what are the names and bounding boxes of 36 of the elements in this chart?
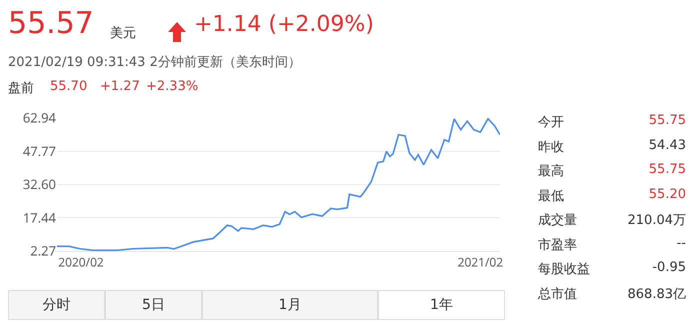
text: 55.20 [648,186,686,202]
text: 868.83亿 [628,286,686,302]
text: 总市值 [538,286,577,302]
text: 2021/02/19 09:31:43 2分钟前更新（美东时间） [8,54,301,71]
text: 55.75 [648,113,686,128]
y-tick-label: 62.94 [22,108,57,127]
text: 5日 [105,290,202,320]
y-tick-label: 2.27 [30,242,56,260]
text: 最低 [538,188,564,204]
y-tick-label: 47.77 [22,142,56,160]
text: 1月 [202,290,378,320]
text: +1.27 [100,79,140,94]
text: 市盈率 [538,236,577,254]
x-tick-label: 2020/02 [58,253,104,270]
text: 最高 [538,163,564,180]
text: 分时 [8,290,105,320]
text: 55.75 [648,162,686,177]
text: 1年 [378,290,505,320]
text: 成交量 [538,212,577,229]
text: +2.33% [146,79,198,94]
text: -0.95 [652,260,686,275]
text: 54.43 [648,138,686,152]
text: 今开 [538,114,564,131]
text: 210.04万 [628,212,686,229]
y-tick-label: 17.44 [22,208,57,226]
text: -- [676,236,686,250]
x-tick-label: 2021/02 [458,253,504,270]
text: 昨收 [538,138,564,156]
text: 55.70 [50,79,88,94]
line-series [57,118,500,251]
y-tick-label: 32.60 [22,175,56,194]
text: +1.14 (+2.09%) [194,12,374,37]
text: 盘前 [8,80,34,97]
text: 美元 [110,25,136,42]
text: 55.57 [8,6,94,41]
text: 每股收益 [538,261,590,278]
